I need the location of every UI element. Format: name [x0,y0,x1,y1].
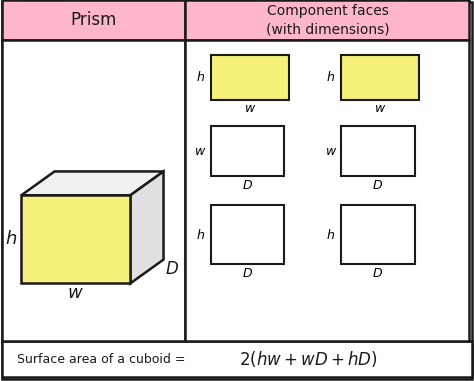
Polygon shape [130,171,164,283]
Text: $w$: $w$ [374,102,386,115]
Bar [211,205,284,264]
Text: $w$: $w$ [194,145,207,158]
Polygon shape [21,171,164,195]
Text: $h$: $h$ [326,70,336,84]
Bar [2,0,185,40]
Text: $D$: $D$ [373,179,383,192]
Text: $2(hw + wD + hD)$: $2(hw + wD + hD)$ [239,349,378,369]
Text: Surface area of a cuboid =: Surface area of a cuboid = [17,353,189,366]
Text: $w$: $w$ [67,284,84,302]
Bar [185,40,469,341]
Bar [2,341,472,377]
Text: $D$: $D$ [242,267,253,280]
Text: $h$: $h$ [5,231,17,248]
Bar [341,126,415,176]
Text: $h$: $h$ [196,227,205,242]
Bar [211,55,289,100]
Text: $w$: $w$ [244,102,256,115]
Bar [2,40,185,341]
Text: $D$: $D$ [242,179,253,192]
Bar [341,55,419,100]
Polygon shape [21,195,130,283]
Text: $D$: $D$ [165,260,179,278]
Text: $h$: $h$ [326,227,336,242]
Text: $h$: $h$ [196,70,205,84]
Bar [185,0,469,40]
Text: Prism: Prism [71,11,117,29]
Text: $D$: $D$ [373,267,383,280]
Text: $w$: $w$ [325,145,337,158]
Bar [211,126,284,176]
Text: Component faces
(with dimensions): Component faces (with dimensions) [266,4,390,37]
Bar [341,205,415,264]
